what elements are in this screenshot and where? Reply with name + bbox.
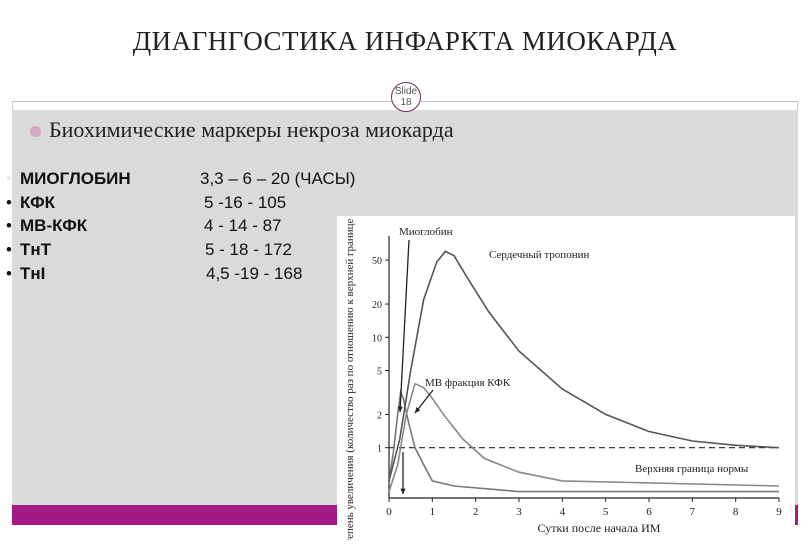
slide-number-badge: Slide 18 <box>391 82 421 112</box>
annotation-mb-ck: МВ фракция КФК <box>425 377 511 389</box>
arrow-head <box>400 488 406 494</box>
marker-row: • МИОГЛОБИН <box>6 169 131 191</box>
reference-line-label: Верхняя граница нормы <box>635 463 749 475</box>
subtitle: Биохимические маркеры некроза миокарда <box>30 117 454 143</box>
bullet-icon: • <box>6 264 12 283</box>
x-tick-label: 2 <box>473 506 479 518</box>
y-tick-label: 2 <box>377 410 382 421</box>
marker-row: • ТнТ <box>6 240 51 262</box>
arrow-head <box>397 406 403 412</box>
marker-row: • ТнI <box>6 264 45 286</box>
subtitle-text: Биохимические маркеры некроза миокарда <box>49 117 454 142</box>
bullet-icon <box>30 126 41 138</box>
x-tick-label: 7 <box>690 506 696 518</box>
y-axis-label: Степень увеличения (количество раз по от… <box>344 216 356 540</box>
marker-values: 5 -16 - 105 <box>204 193 287 212</box>
bullet-icon: • <box>6 240 12 259</box>
marker-chart: Степень увеличения (количество раз по от… <box>337 181 795 545</box>
x-tick-label: 8 <box>733 506 739 518</box>
slide-title: ДИАГНГОСТИКА ИНФАРКТА МИОКАРДА <box>132 26 678 56</box>
slide-badge-number: 18 <box>400 97 412 108</box>
x-tick-label: 9 <box>776 506 782 518</box>
y-tick-label: 20 <box>372 300 382 311</box>
y-tick-label: 5 <box>377 367 382 378</box>
series-line <box>388 382 780 492</box>
x-tick-label: 3 <box>516 506 522 518</box>
marker-values: 5 - 18 - 172 <box>205 240 292 259</box>
slide-badge-label: Slide <box>394 86 418 97</box>
y-tick-label: 1 <box>377 444 382 455</box>
marker-name: КФК <box>20 193 56 212</box>
x-tick-label: 1 <box>430 506 436 518</box>
marker-values: 4 - 14 - 87 <box>204 216 282 235</box>
x-tick-label: 4 <box>560 506 566 518</box>
bullet-icon: • <box>6 216 12 235</box>
marker-values: 3,3 – 6 – 20 (ЧАСЫ) <box>200 169 356 188</box>
arrow-line <box>399 239 410 413</box>
marker-name: ТнТ <box>20 240 52 259</box>
arrow-head <box>415 407 421 413</box>
marker-row: • МВ-КФК <box>6 216 87 238</box>
series-line <box>388 250 780 482</box>
marker-name: МВ-КФК <box>20 216 88 235</box>
series-line <box>388 388 779 493</box>
x-tick-label: 0 <box>386 506 392 518</box>
bullet-icon: • <box>6 169 12 188</box>
x-tick-label: 5 <box>603 506 609 518</box>
marker-row: • КФК <box>6 193 55 215</box>
chart-svg: Степень увеличения (количество раз по от… <box>344 181 782 545</box>
x-tick-label: 6 <box>646 506 652 518</box>
marker-values: 4,5 -19 - 168 <box>206 264 303 283</box>
marker-name: ТнI <box>20 264 46 283</box>
x-axis-label: Сутки после начала ИМ <box>538 521 661 535</box>
annotation-myoglobin: Миоглобин <box>399 226 453 238</box>
bullet-icon: • <box>6 193 12 212</box>
y-tick-label: 50 <box>372 256 382 267</box>
y-tick-label: 10 <box>372 333 382 344</box>
marker-name: МИОГЛОБИН <box>20 169 131 188</box>
annotation-troponin: Сердечный тропонин <box>489 249 589 261</box>
